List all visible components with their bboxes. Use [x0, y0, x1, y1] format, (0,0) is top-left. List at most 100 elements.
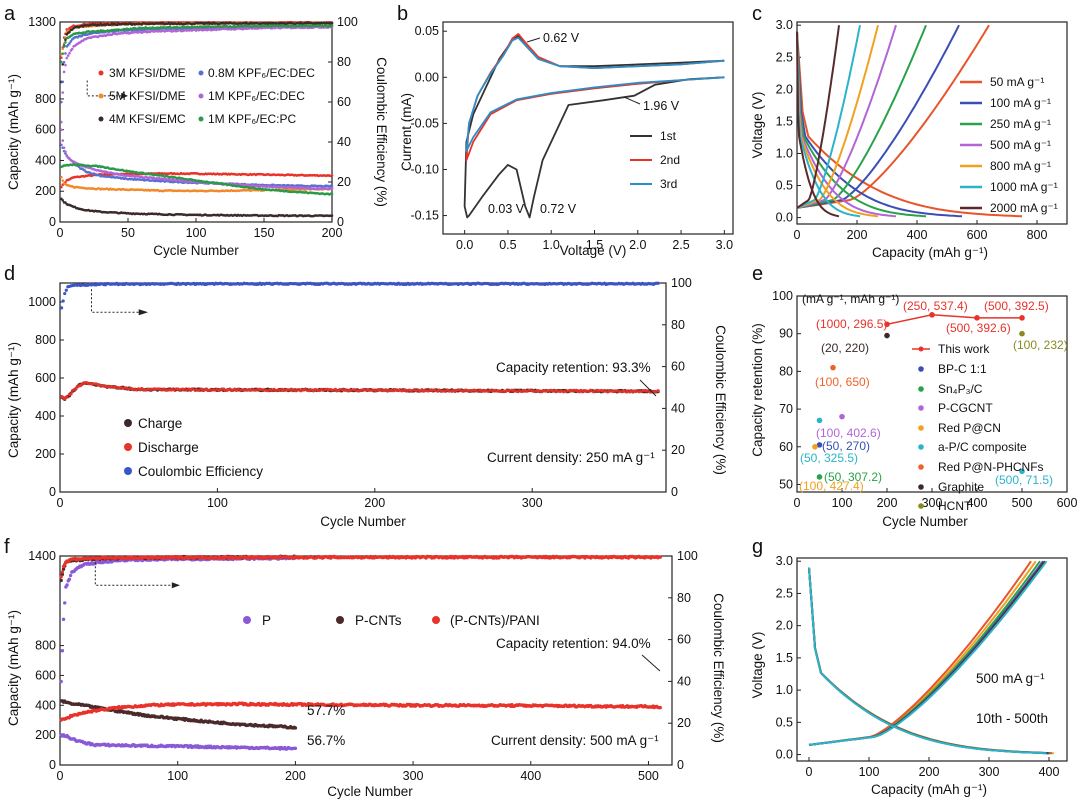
- panel-a-xlabel: Cycle Number: [153, 243, 239, 258]
- legend-d-marker-2: [124, 467, 132, 475]
- e-series-8-point-0: [1019, 330, 1025, 337]
- legend-c-label-2: 250 mA g⁻¹: [990, 117, 1051, 131]
- f-xtick-label-3: 300: [403, 769, 424, 783]
- legend-d-label-0: Charge: [138, 416, 182, 431]
- e-xtick-label-1: 100: [832, 496, 853, 510]
- a-series-1-ce-point: [61, 47, 65, 51]
- a-ytick-label-5: 1300: [28, 15, 56, 29]
- f-series-0-ce-point: [65, 583, 69, 587]
- b-xtick-label-2: 1.0: [543, 238, 560, 252]
- f-xtick-label-2: 200: [285, 769, 306, 783]
- panel-f-label: f: [4, 536, 10, 558]
- d-ytick-label-5: 1000: [28, 295, 56, 309]
- a-y2tick-label-3: 60: [337, 95, 351, 109]
- panel-e-xlabel: Cycle Number: [882, 514, 968, 529]
- b-xtick-label-0: 0.0: [456, 238, 473, 252]
- a-y2tick-label-1: 20: [337, 175, 351, 189]
- panel-a: a 0 50 100 150 20002004006008001300020406080…: [4, 3, 389, 258]
- label-e-0-0: (1000, 296.5): [816, 317, 887, 331]
- d-xtick-label-1: 100: [207, 496, 228, 510]
- panel-c-legend: 50 mA g⁻¹ 100 mA g⁻¹ 250 mA g⁻¹ 500 mA g…: [960, 75, 1058, 215]
- f-series-0-ce-point: [61, 617, 66, 622]
- f-y2tick-label-5: 100: [677, 549, 698, 563]
- label-e-6-0: (100, 650): [815, 375, 870, 389]
- legend-e-marker-3: [918, 405, 924, 411]
- d-y2tick-label-5: 100: [671, 276, 692, 290]
- a-series-4-ce-point: [68, 51, 71, 55]
- panel-a-ylabel: Capacity (mAh g⁻¹): [6, 74, 21, 190]
- b-ytick-label-0: -0.15: [411, 209, 440, 223]
- e-series-5-point-0: [816, 417, 823, 424]
- b-ytick-label-4: 0.05: [415, 24, 439, 38]
- d-ce-point: [61, 299, 65, 303]
- c-xtick-label-3: 600: [967, 228, 988, 242]
- legend-a-label-2: 4M KFSI/EMC: [109, 112, 186, 126]
- panel-d-xlabel: Cycle Number: [320, 514, 406, 529]
- legend-e-label-7: Graphite: [938, 480, 984, 494]
- b-xtick-label-1: 0.5: [499, 238, 516, 252]
- d-y2tick-label-2: 40: [671, 401, 685, 415]
- c-ytick-label-5: 2.5: [776, 50, 793, 64]
- a-series-3-ce-point: [61, 80, 65, 84]
- legend-b-label-0: 1st: [660, 129, 677, 143]
- a-series-4-capacity-point: [64, 150, 67, 154]
- a-xtick-label-2: 100: [186, 226, 207, 240]
- f-series-0-ce-point: [60, 649, 65, 653]
- legend-d-label-2: Coulombic Efficiency: [138, 464, 263, 479]
- b-series-0-line: [463, 34, 725, 219]
- a-series-4-ce-point: [65, 56, 69, 60]
- legend-b-label-2: 3rd: [660, 177, 677, 191]
- a-xtick-label-4: 200: [322, 226, 343, 240]
- a-series-5-ce-point: [330, 24, 334, 27]
- a-series-2-ce-point: [68, 30, 71, 34]
- panel-f: f 0 100 200 300 400 5000200400600800140002040…: [4, 536, 726, 799]
- legend-e-marker-0: [918, 346, 924, 352]
- annot-b-3: 0.72 V: [540, 202, 577, 216]
- f-ytick-label-4: 800: [35, 639, 56, 653]
- legend-e-label-8: HCNT: [938, 499, 972, 513]
- legend-a-marker-5: [198, 116, 204, 122]
- a-series-4-capacity-point: [330, 187, 334, 190]
- annot-b-0: 0.62 V: [543, 31, 580, 45]
- legend-d-marker-0: [124, 419, 132, 427]
- d-ytick-label-4: 800: [35, 333, 56, 347]
- c-xtick-label-1: 200: [847, 228, 868, 242]
- d-xtick-label-3: 300: [522, 496, 543, 510]
- panel-b-plot: 0.0 0.5 1.0 1.5 2.0 2.5 3.0-0.15-0.10-0.050.00…: [411, 21, 734, 252]
- a-series-4-ce-point: [70, 47, 74, 51]
- c-ytick-label-4: 2.0: [776, 82, 793, 96]
- label-e-1-0: (50, 270): [822, 439, 870, 453]
- legend-e-marker-4: [918, 425, 924, 431]
- legend-b-label-1: 2nd: [660, 153, 680, 167]
- b-ytick-label-3: 0.00: [415, 70, 439, 84]
- legend-e-marker-8: [918, 503, 924, 509]
- f-series-0-ce-point: [67, 577, 72, 581]
- legend-a-label-0: 3M KFSI/DME: [109, 66, 186, 80]
- legend-c-label-6: 2000 mA g⁻¹: [990, 201, 1058, 215]
- legend-e-marker-2: [918, 386, 924, 392]
- panel-c-label: c: [752, 3, 762, 25]
- f-y2tick-label-3: 60: [677, 633, 691, 647]
- e-series-3-point-0: [839, 413, 845, 420]
- a-ytick-label-2: 400: [35, 153, 56, 167]
- e-xtick-label-2: 200: [877, 496, 898, 510]
- b-ytick-label-1: -0.10: [411, 162, 440, 176]
- f-series-0-ce-point: [59, 679, 63, 684]
- d-arrowhead: [138, 309, 149, 316]
- panel-d-ylabel: Capacity (mAh g⁻¹): [6, 342, 21, 458]
- a-series-5-ce-point: [62, 45, 66, 48]
- d-ytick-label-2: 400: [35, 409, 56, 423]
- a-y2tick-label-0: 0: [337, 215, 344, 229]
- panel-b-ylabel: Current (mA): [399, 93, 414, 171]
- a-series-4-ce-point: [61, 91, 65, 94]
- c-xtick-label-4: 800: [1027, 228, 1048, 242]
- panel-a-y2label: Coulombic Efficiency (%): [374, 57, 389, 207]
- legend-a-marker-1: [98, 93, 104, 99]
- d-ce-point: [63, 291, 67, 296]
- label-e-0-1: (250, 537.4): [903, 299, 968, 313]
- legend-c-label-3: 500 mA g⁻¹: [990, 138, 1051, 152]
- e-ytick-label-1: 60: [779, 440, 793, 454]
- a-ytick-label-1: 200: [35, 184, 56, 198]
- b-series-2-line: [465, 36, 725, 152]
